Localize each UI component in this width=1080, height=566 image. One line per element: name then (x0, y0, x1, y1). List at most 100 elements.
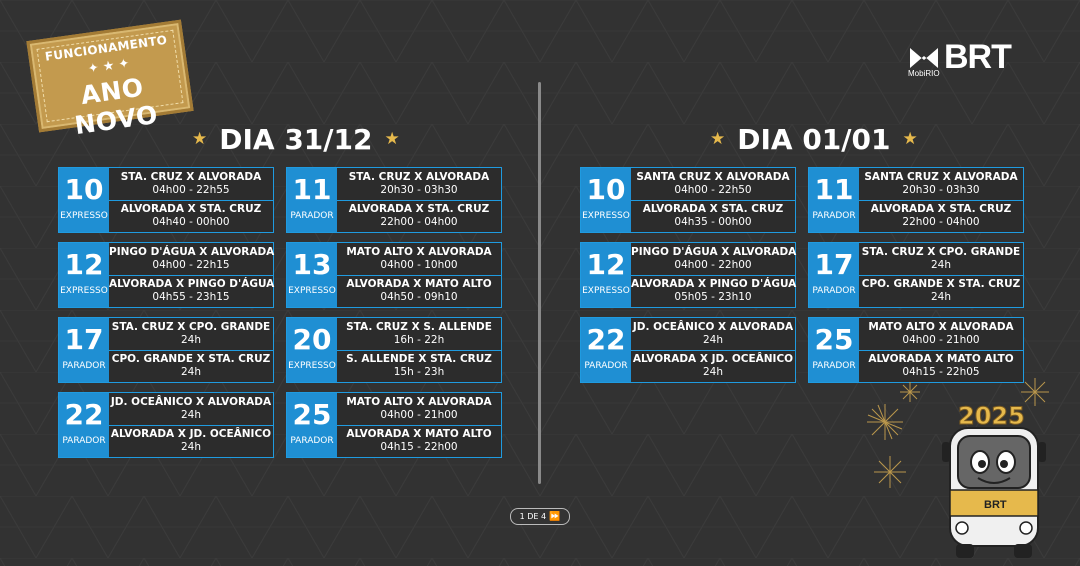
route-time: 04h00 - 10h00 (380, 259, 458, 271)
brt-logo-icon (910, 48, 938, 68)
route-row: STA. CRUZ X ALVORADA 20h30 - 03h30 (337, 168, 501, 201)
route-name: JD. OCEÂNICO X ALVORADA (632, 321, 794, 333)
route-row: ALVORADA X PINGO D'ÁGUA 04h55 - 23h15 (109, 275, 274, 307)
line-number-box: 25 PARADOR (287, 393, 337, 457)
logo-subtitle: MobiRIO (908, 69, 940, 78)
fast-forward-icon[interactable]: ⏩ (549, 511, 561, 522)
route-name: ALVORADA X STA. CRUZ (120, 203, 262, 215)
line-number-box: 25 PARADOR (809, 318, 859, 382)
line-number: 20 (292, 323, 332, 356)
line-card: 22 PARADOR JD. OCEÂNICO X ALVORADA 24h ALVOR… (580, 317, 796, 383)
route-row: STA. CRUZ X S. ALLENDE 16h - 22h (337, 318, 501, 351)
line-number-box: 12 EXPRESSO (59, 243, 109, 307)
route-row: SANTA CRUZ X ALVORADA 04h00 - 22h50 (631, 168, 795, 201)
route-time: 04h50 - 09h10 (380, 291, 458, 303)
day-title-text: DIA 01/01 (737, 122, 891, 156)
route-row: ALVORADA X MATO ALTO 04h15 - 22h00 (337, 425, 501, 457)
line-number-box: 17 PARADOR (59, 318, 109, 382)
route-row: ALVORADA X JD. OCEÂNICO 24h (109, 425, 273, 457)
route-time: 15h - 23h (393, 366, 445, 378)
route-name: MATO ALTO X ALVORADA (868, 321, 1014, 333)
route-row: ALVORADA X JD. OCEÂNICO 24h (631, 350, 795, 382)
route-row: PINGO D'ÁGUA X ALVORADA 04h00 - 22h15 (109, 243, 274, 276)
line-number-box: 10 EXPRESSO (581, 168, 631, 232)
route-time: 16h - 22h (393, 334, 445, 346)
line-card: 13 EXPRESSO MATO ALTO X ALVORADA 04h00 - 10… (286, 242, 502, 308)
logo-brand: BRT (944, 38, 1012, 76)
line-number-box: 10 EXPRESSO (59, 168, 109, 232)
route-name: ALVORADA X MATO ALTO (346, 428, 492, 440)
day-title-text: DIA 31/12 (219, 122, 373, 156)
line-number: 12 (64, 248, 104, 281)
route-row: JD. OCEÂNICO X ALVORADA 24h (109, 393, 273, 426)
route-name: STA. CRUZ X S. ALLENDE (346, 321, 492, 333)
route-time: 04h15 - 22h00 (380, 441, 458, 453)
line-number: 22 (64, 398, 104, 431)
line-number: 17 (64, 323, 104, 356)
line-type: PARADOR (812, 286, 856, 296)
line-type: EXPRESSO (582, 286, 630, 296)
route-row: MATO ALTO X ALVORADA 04h00 - 21h00 (337, 393, 501, 426)
line-type: PARADOR (62, 361, 106, 371)
line-number-box: 13 EXPRESSO (287, 243, 337, 307)
line-number: 25 (814, 323, 854, 356)
route-time: 04h55 - 23h15 (152, 291, 230, 303)
line-number: 17 (814, 248, 854, 281)
line-type: PARADOR (62, 436, 106, 446)
line-card: 17 PARADOR STA. CRUZ X CPO. GRANDE 24h CPO. … (58, 317, 274, 383)
route-row: MATO ALTO X ALVORADA 04h00 - 21h00 (859, 318, 1023, 351)
route-time: 20h30 - 03h30 (380, 184, 458, 196)
route-time: 04h00 - 22h55 (152, 184, 230, 196)
line-card: 25 PARADOR MATO ALTO X ALVORADA 04h00 - 21h… (286, 392, 502, 458)
line-number: 11 (814, 173, 854, 206)
route-row: STA. CRUZ X ALVORADA 04h00 - 22h55 (109, 168, 273, 201)
route-row: STA. CRUZ X CPO. GRANDE 24h (109, 318, 273, 351)
route-time: 04h35 - 00h00 (674, 216, 752, 228)
line-number: 10 (586, 173, 626, 206)
line-card: 10 EXPRESSO SANTA CRUZ X ALVORADA 04h00 - 2… (580, 167, 796, 233)
line-type: EXPRESSO (60, 211, 108, 221)
route-time: 04h00 - 22h00 (674, 259, 752, 271)
line-type: PARADOR (290, 436, 334, 446)
mascot-label: BRT (984, 499, 1007, 511)
line-type: PARADOR (812, 361, 856, 371)
route-time: 20h30 - 03h30 (902, 184, 980, 196)
route-name: STA. CRUZ X CPO. GRANDE (861, 246, 1021, 258)
route-row: CPO. GRANDE X STA. CRUZ 24h (109, 350, 273, 382)
route-name: PINGO D'ÁGUA X ALVORADA (631, 246, 797, 258)
route-time: 22h00 - 04h00 (902, 216, 980, 228)
route-name: STA. CRUZ X ALVORADA (120, 171, 262, 183)
line-card: 17 PARADOR STA. CRUZ X CPO. GRANDE 24h CPO. … (808, 242, 1024, 308)
line-type: PARADOR (584, 361, 628, 371)
route-row: ALVORADA X STA. CRUZ 04h40 - 00h00 (109, 200, 273, 232)
route-time: 04h40 - 00h00 (152, 216, 230, 228)
line-number-box: 12 EXPRESSO (581, 243, 631, 307)
route-name: STA. CRUZ X CPO. GRANDE (111, 321, 271, 333)
line-number-box: 20 EXPRESSO (287, 318, 337, 382)
line-card: 22 PARADOR JD. OCEÂNICO X ALVORADA 24h ALVOR… (58, 392, 274, 458)
line-card: 11 PARADOR STA. CRUZ X ALVORADA 20h30 - 03h… (286, 167, 502, 233)
line-number-box: 22 PARADOR (581, 318, 631, 382)
route-name: ALVORADA X MATO ALTO (868, 353, 1014, 365)
route-time: 22h00 - 04h00 (380, 216, 458, 228)
route-name: ALVORADA X STA. CRUZ (642, 203, 784, 215)
line-number-box: 11 PARADOR (287, 168, 337, 232)
line-type: EXPRESSO (582, 211, 630, 221)
line-card: 10 EXPRESSO STA. CRUZ X ALVORADA 04h00 - 22… (58, 167, 274, 233)
star-icon: ★ (902, 129, 918, 149)
route-name: ALVORADA X JD. OCEÂNICO (632, 353, 794, 365)
route-time: 24h (180, 334, 201, 346)
line-type: EXPRESSO (60, 286, 108, 296)
star-icon: ★ (710, 129, 726, 149)
route-row: ALVORADA X MATO ALTO 04h15 - 22h05 (859, 350, 1023, 382)
line-number: 22 (586, 323, 626, 356)
route-time: 04h00 - 21h00 (380, 409, 458, 421)
pager[interactable]: 1 DE 4 ⏩ (510, 508, 570, 525)
route-time: 04h00 - 21h00 (902, 334, 980, 346)
route-row: ALVORADA X PINGO D'ÁGUA 05h05 - 23h10 (631, 275, 796, 307)
route-name: JD. OCEÂNICO X ALVORADA (110, 396, 272, 408)
column-divider (538, 82, 541, 484)
line-number: 25 (292, 398, 332, 431)
route-row: ALVORADA X STA. CRUZ 04h35 - 00h00 (631, 200, 795, 232)
line-type: PARADOR (812, 211, 856, 221)
